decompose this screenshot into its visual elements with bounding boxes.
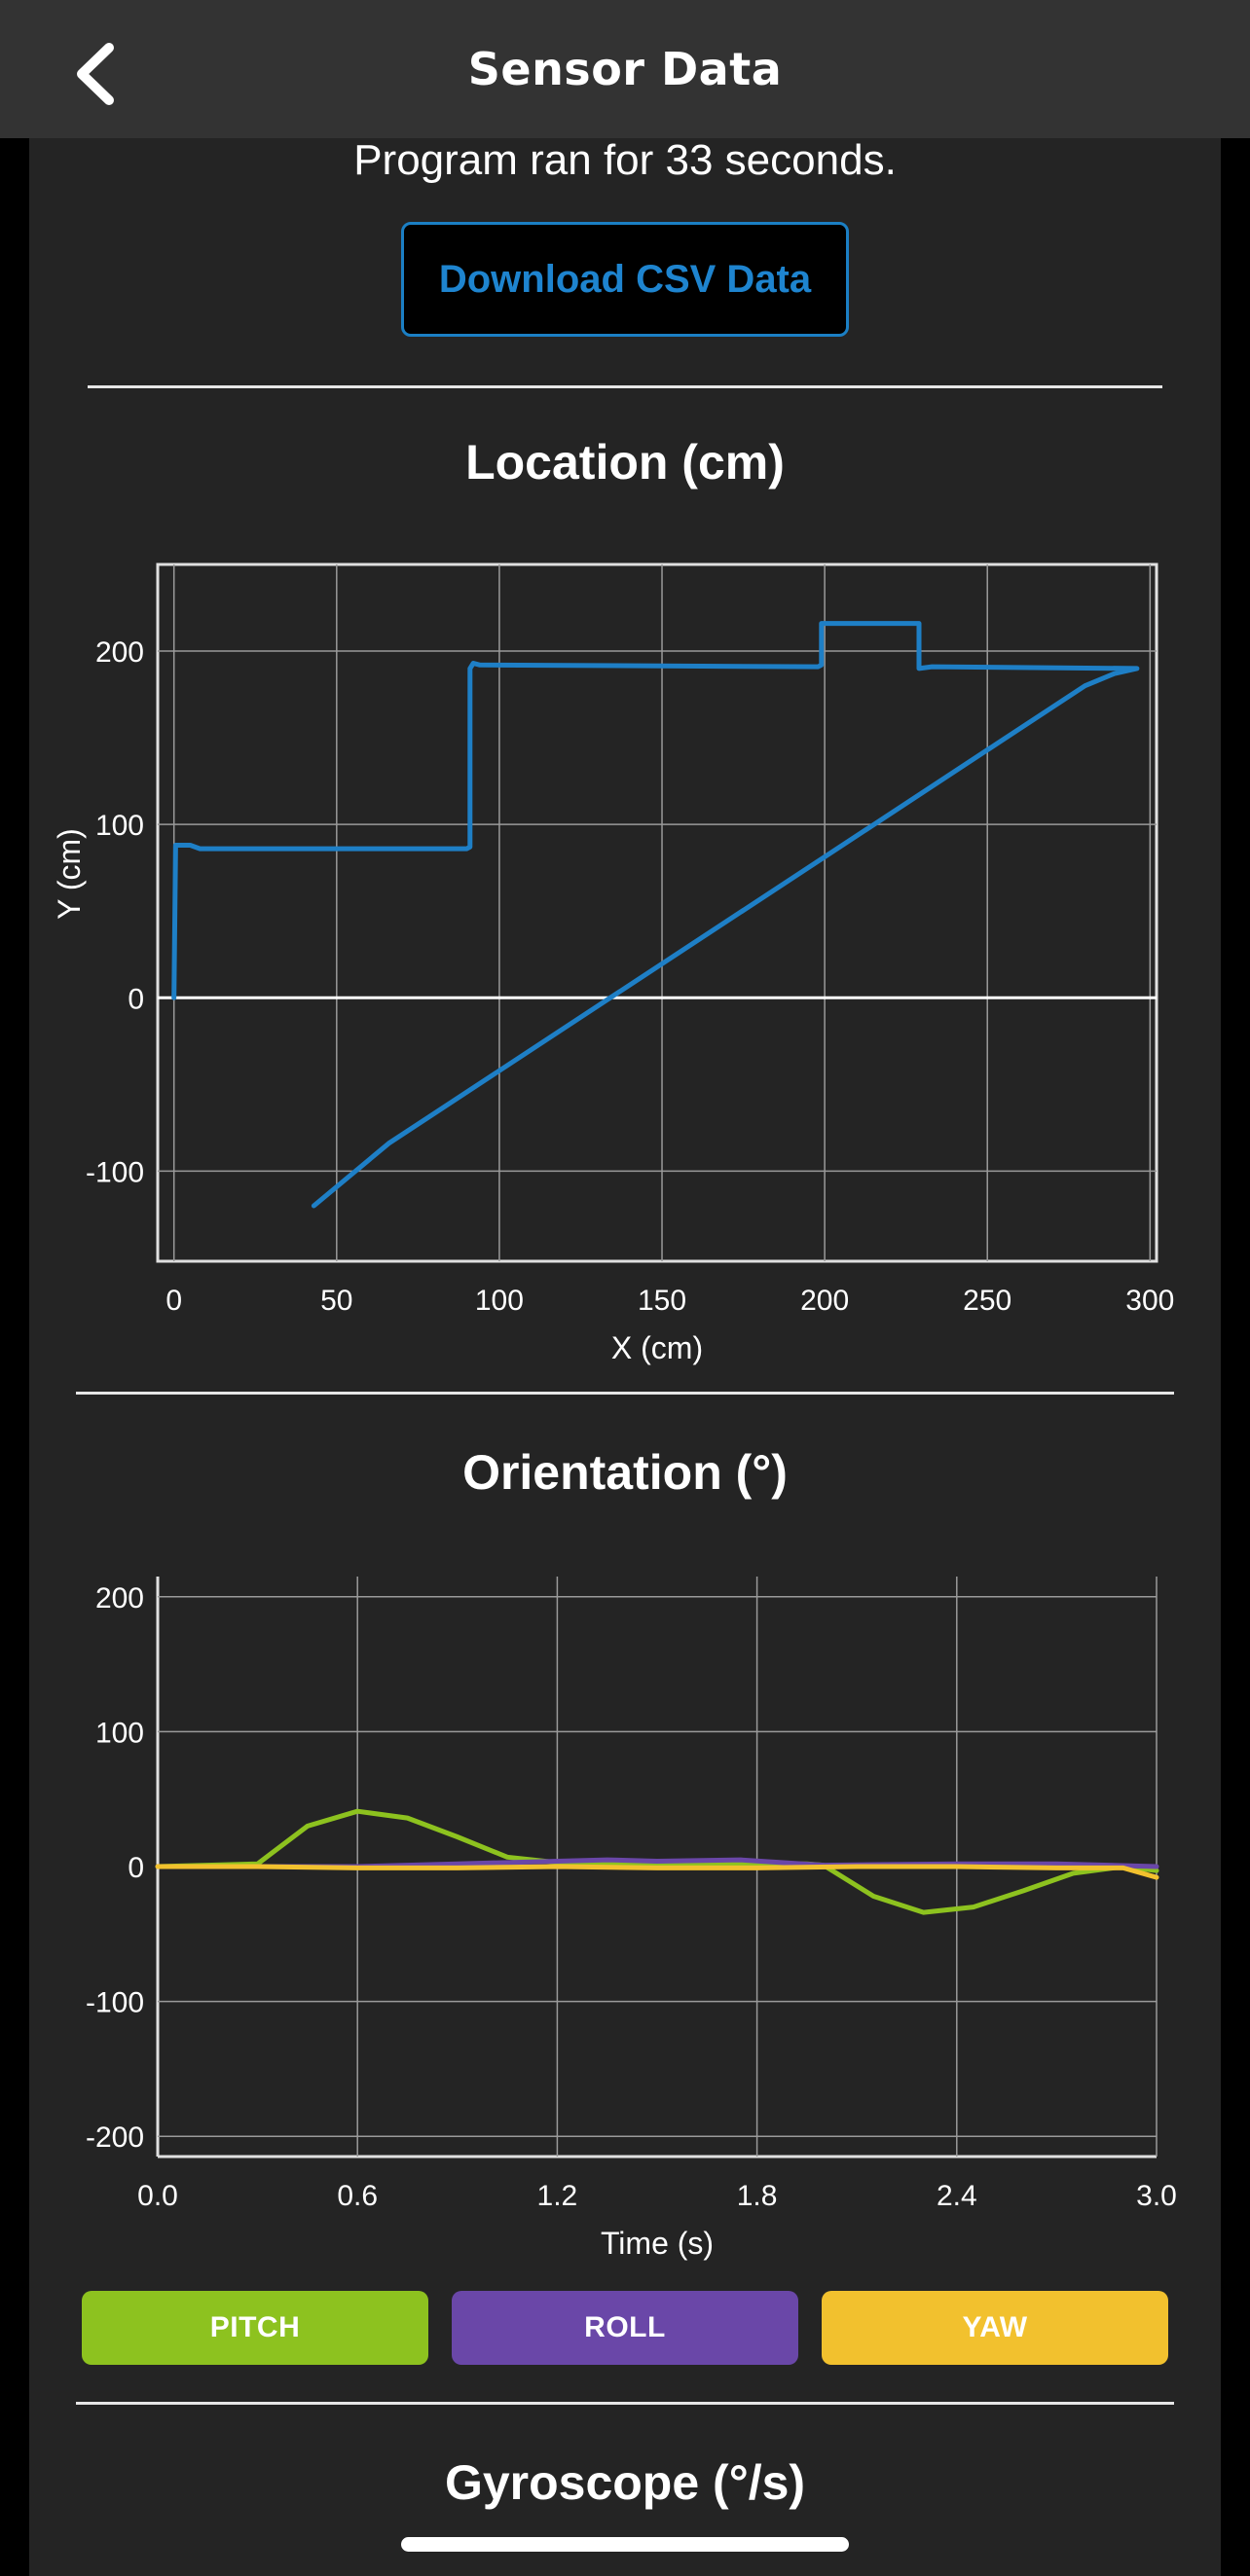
x-tick-label: 0.6 xyxy=(337,2180,378,2212)
x-axis-label: X (cm) xyxy=(611,1330,703,1365)
chevron-left-icon xyxy=(77,43,114,105)
legend-roll-button[interactable]: ROLL xyxy=(452,2291,798,2365)
legend-pitch-button[interactable]: PITCH xyxy=(82,2291,428,2365)
orientation-title: Orientation (°) xyxy=(462,1445,788,1500)
content-panel xyxy=(29,138,1221,2576)
page-title: Sensor Data xyxy=(467,43,783,95)
y-tick-label: 200 xyxy=(95,1582,144,1615)
location-title: Location (cm) xyxy=(465,435,785,490)
yaw-series-line xyxy=(155,1864,1159,1880)
y-tick-label: -100 xyxy=(86,1987,144,2019)
pitch-series-line xyxy=(155,1808,1159,1915)
x-tick-label: 250 xyxy=(963,1285,1011,1317)
x-tick-label: 100 xyxy=(475,1285,524,1317)
x-tick-label: 1.8 xyxy=(737,2180,778,2212)
x-tick-label: 0.0 xyxy=(137,2180,178,2212)
divider xyxy=(76,2402,1174,2405)
y-tick-label: -100 xyxy=(86,1156,144,1188)
y-tick-label: 0 xyxy=(128,1852,144,1884)
y-tick-label: 200 xyxy=(95,636,144,669)
runtime-text: Program ran for 33 seconds. xyxy=(353,136,897,184)
x-tick-label: 2.4 xyxy=(937,2180,977,2212)
home-indicator[interactable] xyxy=(401,2537,849,2552)
x-tick-label: 50 xyxy=(320,1285,352,1317)
x-tick-label: 0 xyxy=(165,1285,182,1317)
y-tick-label: -200 xyxy=(86,2122,144,2154)
divider xyxy=(88,385,1162,388)
download-csv-button[interactable]: Download CSV Data xyxy=(401,222,849,337)
x-tick-label: 1.2 xyxy=(537,2180,578,2212)
y-tick-label: 100 xyxy=(95,1717,144,1749)
orientation-chart: 0.0 0.6 1.2 1.8 2.4 3.0 -200 -100 0 100 200 Time (s… xyxy=(86,1577,1177,2261)
x-tick-label: 200 xyxy=(800,1285,849,1317)
location-chart: 0 50 100 150 200 250 300 -100 0 100 200 X (cm) Y (cm… xyxy=(52,562,1174,1365)
x-tick-label: 300 xyxy=(1125,1285,1174,1317)
gyroscope-title: Gyroscope (°/s) xyxy=(444,2455,806,2510)
divider xyxy=(76,1392,1174,1395)
x-tick-label: 150 xyxy=(638,1285,686,1317)
y-axis-label: Y (cm) xyxy=(52,828,87,920)
x-tick-label: 3.0 xyxy=(1136,2180,1177,2212)
y-tick-label: 0 xyxy=(128,983,144,1015)
x-axis-label: Time (s) xyxy=(601,2226,714,2261)
plot-frame xyxy=(156,562,1158,1263)
location-path-line xyxy=(171,621,1140,1209)
y-tick-label: 100 xyxy=(95,810,144,842)
app-header: Sensor Data xyxy=(0,0,1250,138)
legend-yaw-button[interactable]: YAW xyxy=(822,2291,1168,2365)
back-button[interactable] xyxy=(60,35,129,113)
